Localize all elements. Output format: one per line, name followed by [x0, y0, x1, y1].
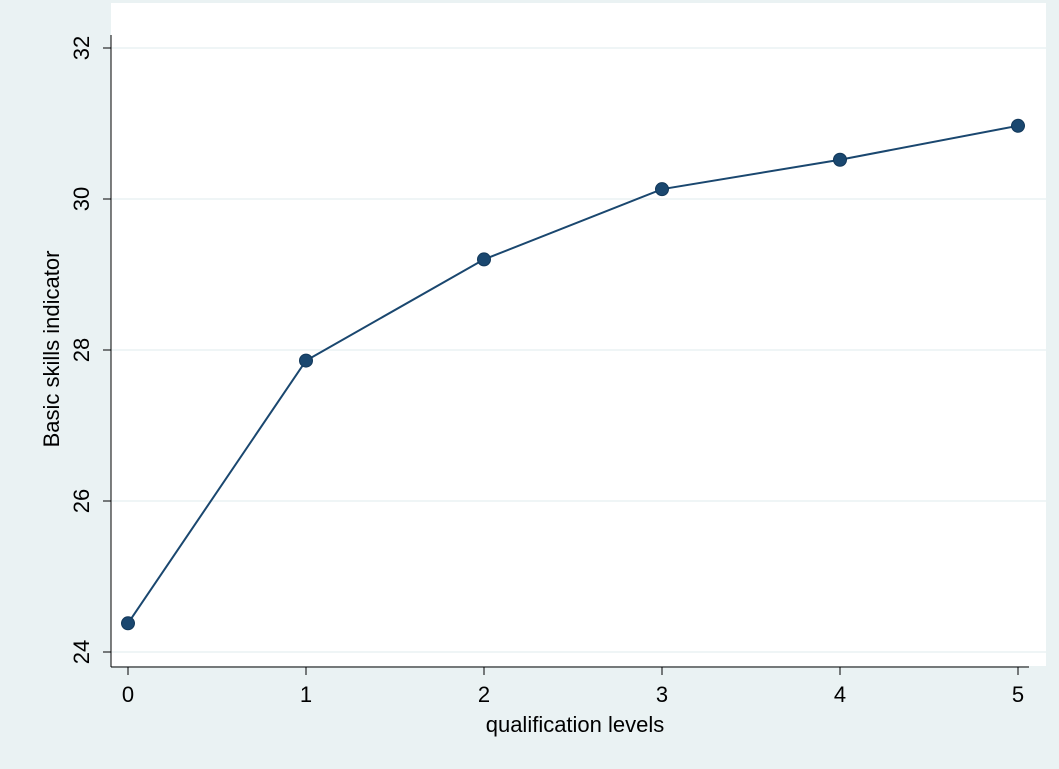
x-tick-label: 3 — [656, 682, 668, 707]
y-tick-label: 24 — [69, 640, 94, 664]
x-tick-label: 0 — [122, 682, 134, 707]
series-line — [127, 124, 1019, 624]
y-axis-title: Basic skills indicator — [39, 251, 64, 448]
plot-area — [111, 3, 1046, 666]
y-tick-label: 32 — [69, 36, 94, 60]
x-tick-label: 2 — [478, 682, 490, 707]
data-point — [655, 182, 669, 197]
x-tick-label: 1 — [300, 682, 312, 707]
y-tick-label: 30 — [69, 187, 94, 211]
x-tick-label: 5 — [1012, 682, 1024, 707]
ticks: 24 26 28 30 32 0 1 2 3 4 5 — [69, 36, 1024, 707]
y-tick-label: 28 — [69, 338, 94, 362]
x-tick-label: 4 — [834, 682, 846, 707]
axes — [110, 35, 1029, 668]
data-point — [299, 353, 313, 368]
data-point — [121, 616, 135, 631]
data-point — [833, 152, 847, 167]
x-axis-title: qualification levels — [486, 712, 665, 737]
data-point — [1011, 118, 1025, 133]
series-group — [121, 118, 1025, 631]
gridlines — [111, 47, 1046, 653]
data-point — [477, 252, 491, 267]
y-tick-label: 26 — [69, 489, 94, 513]
